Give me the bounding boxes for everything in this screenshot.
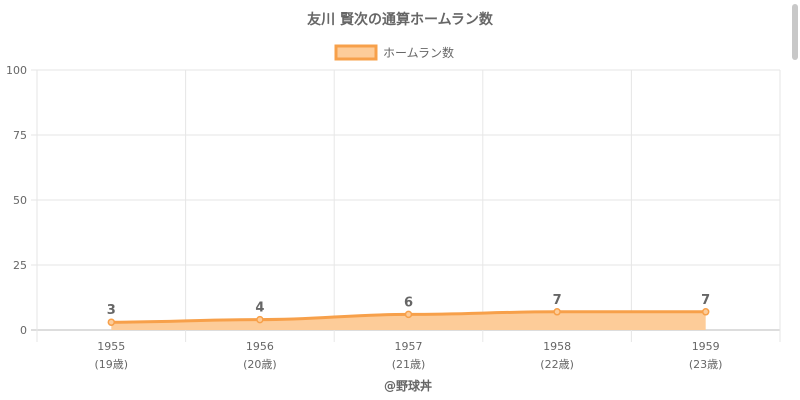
grid: [31, 69, 781, 342]
data-point: [107, 318, 116, 326]
chart-title: 友川 賢次の通算ホームラン数: [307, 11, 494, 28]
y-tick-label: 25: [13, 259, 27, 272]
x-tick-sublabel: (19歳): [95, 358, 129, 371]
x-tick-sublabel: (21歳): [392, 358, 426, 371]
data-label: 7: [701, 293, 710, 308]
scrollbar-thumb[interactable]: [792, 4, 798, 60]
series-area: [111, 311, 706, 330]
data-point: [404, 310, 413, 319]
x-tick-sublabel: (20歳): [243, 358, 277, 371]
y-tick-label: 0: [20, 324, 27, 337]
data-label: 4: [255, 301, 264, 316]
x-tick-label: 1958: [543, 340, 571, 353]
series-homeruns: 3 4 6 7 7: [107, 293, 710, 330]
x-axis-ticks: 1955 (19歳) 1956 (20歳) 1957 (21歳) 1958 (22歳) 1959…: [95, 340, 723, 371]
x-tick-label: 1957: [395, 340, 423, 353]
x-tick-sublabel: (23歳): [689, 358, 723, 371]
data-label: 7: [553, 293, 562, 308]
data-point: [256, 315, 264, 324]
data-point: [701, 308, 710, 316]
x-tick-label: 1956: [246, 340, 274, 353]
credit-label: @野球丼: [384, 378, 432, 393]
y-axis-ticks: 0 25 50 75 100: [6, 64, 27, 337]
y-tick-label: 100: [6, 64, 27, 77]
y-tick-label: 50: [13, 194, 27, 207]
x-tick-label: 1959: [692, 340, 720, 353]
legend-label: ホームラン数: [383, 45, 454, 60]
data-label: 3: [107, 303, 116, 318]
legend[interactable]: ホームラン数: [334, 44, 454, 61]
x-tick-sublabel: (22歳): [540, 358, 574, 371]
x-tick-label: 1955: [97, 340, 125, 353]
legend-swatch: [334, 44, 378, 61]
data-point: [553, 308, 561, 316]
data-label: 6: [404, 295, 413, 310]
y-tick-label: 75: [13, 129, 27, 142]
